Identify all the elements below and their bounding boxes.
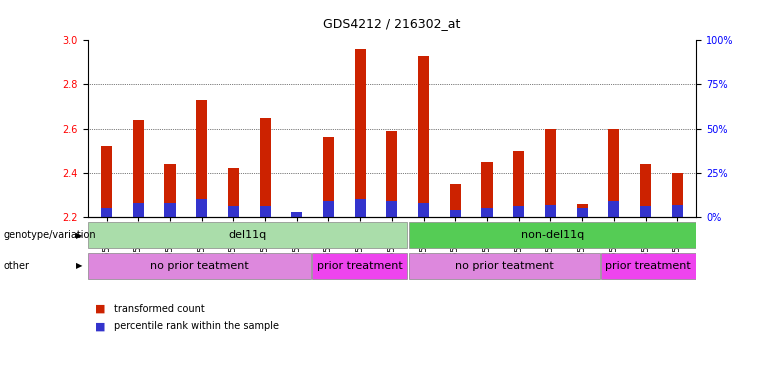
Bar	[601, 253, 696, 279]
Bar	[228, 206, 239, 217]
Bar	[608, 201, 619, 217]
Bar	[418, 203, 429, 217]
Text: GDS4212 / 216302_at: GDS4212 / 216302_at	[323, 17, 460, 30]
Text: transformed count: transformed count	[114, 304, 205, 314]
Bar	[409, 253, 600, 279]
Bar	[88, 222, 407, 248]
Bar	[88, 253, 311, 279]
Bar	[323, 137, 334, 217]
Bar	[387, 131, 397, 217]
Text: prior treatment: prior treatment	[606, 261, 691, 271]
Bar	[196, 199, 207, 217]
Bar	[260, 118, 271, 217]
Bar	[291, 215, 302, 217]
Bar	[355, 49, 366, 217]
Bar	[450, 184, 461, 217]
Bar	[323, 201, 334, 217]
Bar	[260, 206, 271, 217]
Text: genotype/variation: genotype/variation	[4, 230, 97, 240]
Bar	[513, 151, 524, 217]
Bar	[409, 222, 696, 248]
Bar	[101, 208, 112, 217]
Bar	[313, 253, 407, 279]
Bar	[164, 203, 176, 217]
Text: del11q: del11q	[228, 230, 267, 240]
Bar	[132, 203, 144, 217]
Bar	[608, 129, 619, 217]
Bar	[513, 206, 524, 217]
Bar	[164, 164, 176, 217]
Text: percentile rank within the sample: percentile rank within the sample	[114, 321, 279, 331]
Text: ▶: ▶	[75, 262, 82, 270]
Bar	[132, 120, 144, 217]
Bar	[577, 204, 587, 217]
Bar	[640, 206, 651, 217]
Bar	[196, 100, 207, 217]
Text: prior treatment: prior treatment	[317, 261, 403, 271]
Bar	[418, 56, 429, 217]
Bar	[291, 212, 302, 217]
Text: non-del11q: non-del11q	[521, 230, 584, 240]
Text: ■: ■	[95, 304, 106, 314]
Text: no prior teatment: no prior teatment	[150, 261, 249, 271]
Bar	[577, 208, 587, 217]
Text: ■: ■	[95, 321, 106, 331]
Bar	[482, 208, 492, 217]
Bar	[101, 146, 112, 217]
Bar	[672, 173, 683, 217]
Bar	[545, 129, 556, 217]
Bar	[482, 162, 492, 217]
Text: no prior teatment: no prior teatment	[454, 261, 553, 271]
Text: other: other	[4, 261, 30, 271]
Text: ▶: ▶	[75, 231, 82, 240]
Bar	[640, 164, 651, 217]
Bar	[387, 201, 397, 217]
Bar	[355, 199, 366, 217]
Bar	[450, 210, 461, 217]
Bar	[228, 169, 239, 217]
Bar	[545, 205, 556, 217]
Bar	[672, 205, 683, 217]
